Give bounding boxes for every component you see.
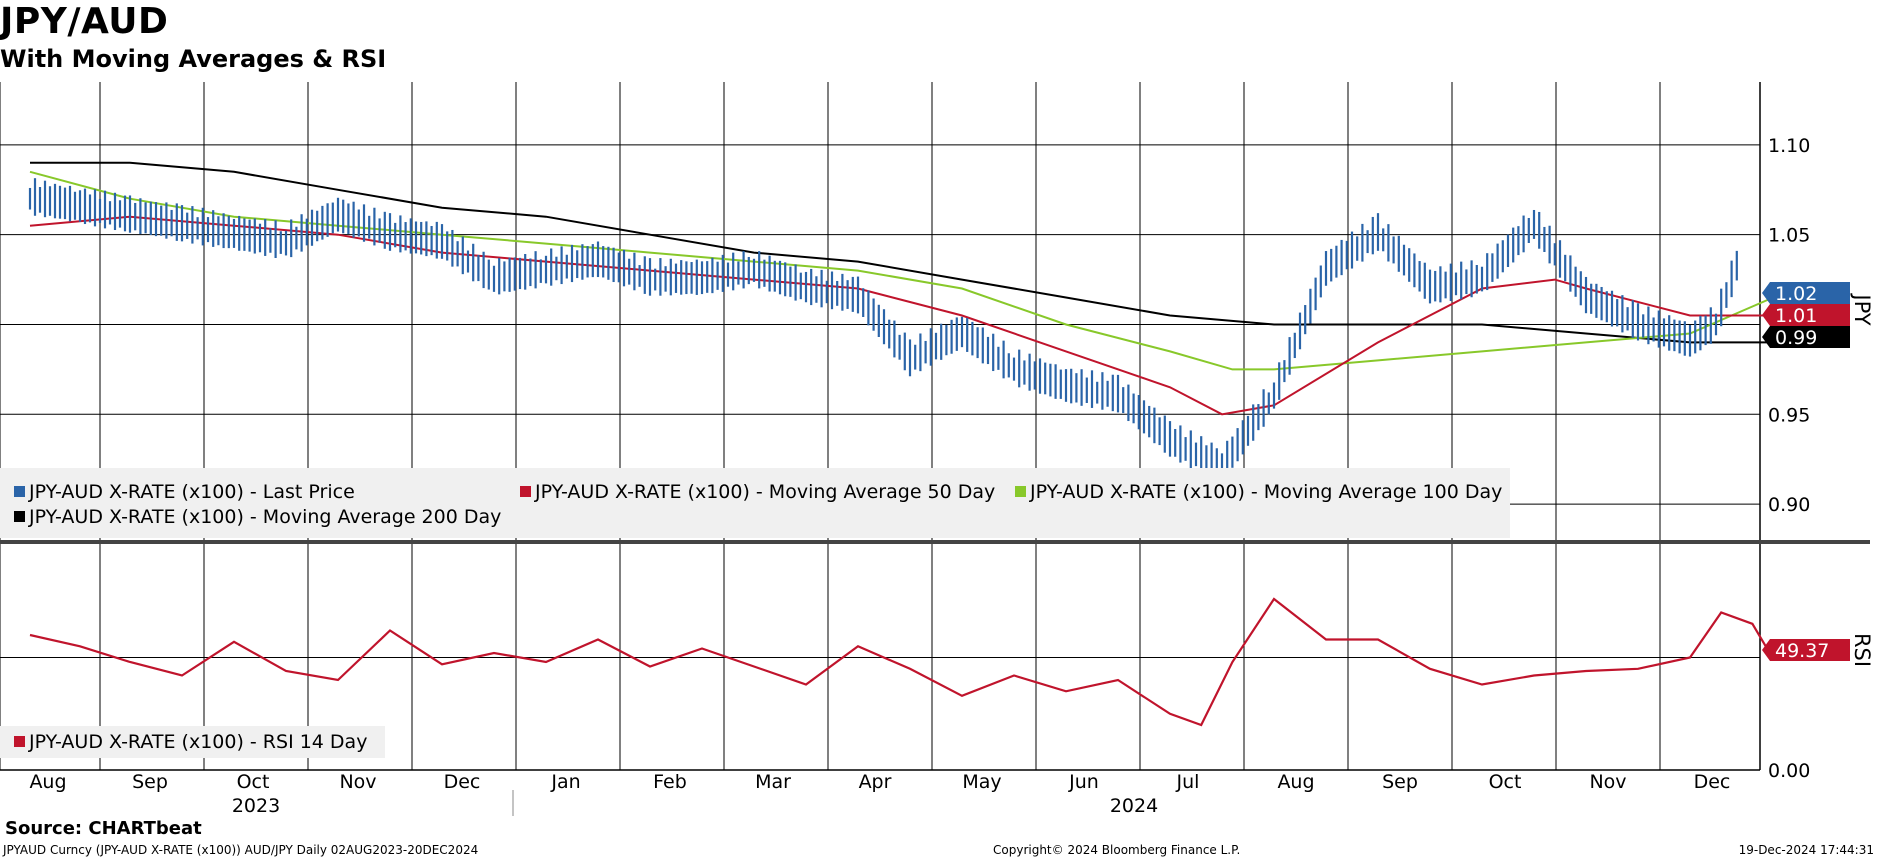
price-tick-label: 0.95 <box>1768 404 1810 426</box>
month-label: May <box>962 771 1001 793</box>
last-rsi-tag-bg <box>1762 639 1850 661</box>
ma100-line <box>29 170 1774 371</box>
price-tick-label: 1.10 <box>1768 135 1810 157</box>
legend-swatch <box>520 486 531 497</box>
month-label: Nov <box>339 771 376 793</box>
year-label-2023: 2023 <box>232 795 280 817</box>
rsi-axis-label: RSI <box>1850 633 1874 667</box>
month-label: Oct <box>1489 771 1522 793</box>
month-label: Dec <box>1694 771 1731 793</box>
chart-title: JPY/AUD <box>0 1 169 42</box>
month-label: Aug <box>1277 771 1314 793</box>
month-label: Dec <box>444 771 481 793</box>
month-label: Sep <box>132 771 168 793</box>
last-rsi-tag: 49.37 <box>1775 640 1829 662</box>
ma50-line <box>29 215 1774 416</box>
year-label-2024: 2024 <box>1110 795 1158 817</box>
rsi-legend-box <box>0 726 385 758</box>
ma200-line <box>30 161 1774 344</box>
month-label: Sep <box>1382 771 1418 793</box>
last-ma200-tag-bg <box>1762 326 1850 348</box>
month-label: Feb <box>653 771 687 793</box>
legend-swatch <box>14 486 25 497</box>
legend-swatch <box>14 736 25 747</box>
legend-entry: JPY-AUD X-RATE (x100) - Moving Average 2… <box>28 506 501 528</box>
month-label: Jun <box>1068 771 1099 793</box>
ticker-info: JPYAUD Curncy (JPY-AUD X-RATE (x100)) AU… <box>3 843 479 857</box>
chart-subtitle: With Moving Averages & RSI <box>0 45 387 73</box>
month-label: Mar <box>755 771 791 793</box>
copyright: Copyright© 2024 Bloomberg Finance L.P. <box>993 843 1241 857</box>
price-axis-label: JPY <box>1850 292 1874 325</box>
legend-entry: JPY-AUD X-RATE (x100) - Last Price <box>28 481 355 503</box>
last-price-tag: 1.02 <box>1775 283 1817 305</box>
month-label: Jul <box>1176 771 1200 793</box>
source-label: Source: CHARTbeat <box>5 818 202 839</box>
month-label: Aug <box>29 771 66 793</box>
price-tick-label: 1.05 <box>1768 225 1810 247</box>
legend-entry: JPY-AUD X-RATE (x100) - Moving Average 1… <box>1029 481 1502 503</box>
legend-swatch <box>14 511 25 522</box>
last-price-tag-bg <box>1762 282 1850 304</box>
month-label: Oct <box>237 771 270 793</box>
month-label: Nov <box>1589 771 1626 793</box>
last-ma50-tag: 1.01 <box>1775 305 1817 327</box>
main-legend-box <box>0 468 1510 538</box>
price-tick-label: 0.90 <box>1768 494 1810 516</box>
month-label: Apr <box>859 771 892 793</box>
rsi-tick-label: 0.00 <box>1768 760 1810 782</box>
legend-entry: JPY-AUD X-RATE (x100) - RSI 14 Day <box>28 731 367 753</box>
last-ma200-tag: 0.99 <box>1775 327 1817 349</box>
legend-swatch <box>1015 486 1026 497</box>
timestamp: 19-Dec-2024 17:44:31 <box>1738 843 1874 857</box>
last-ma50-tag-bg <box>1762 304 1850 326</box>
legend-entry: JPY-AUD X-RATE (x100) - Moving Average 5… <box>534 481 995 503</box>
month-label: Jan <box>550 771 580 793</box>
rsi-line <box>29 597 1775 727</box>
